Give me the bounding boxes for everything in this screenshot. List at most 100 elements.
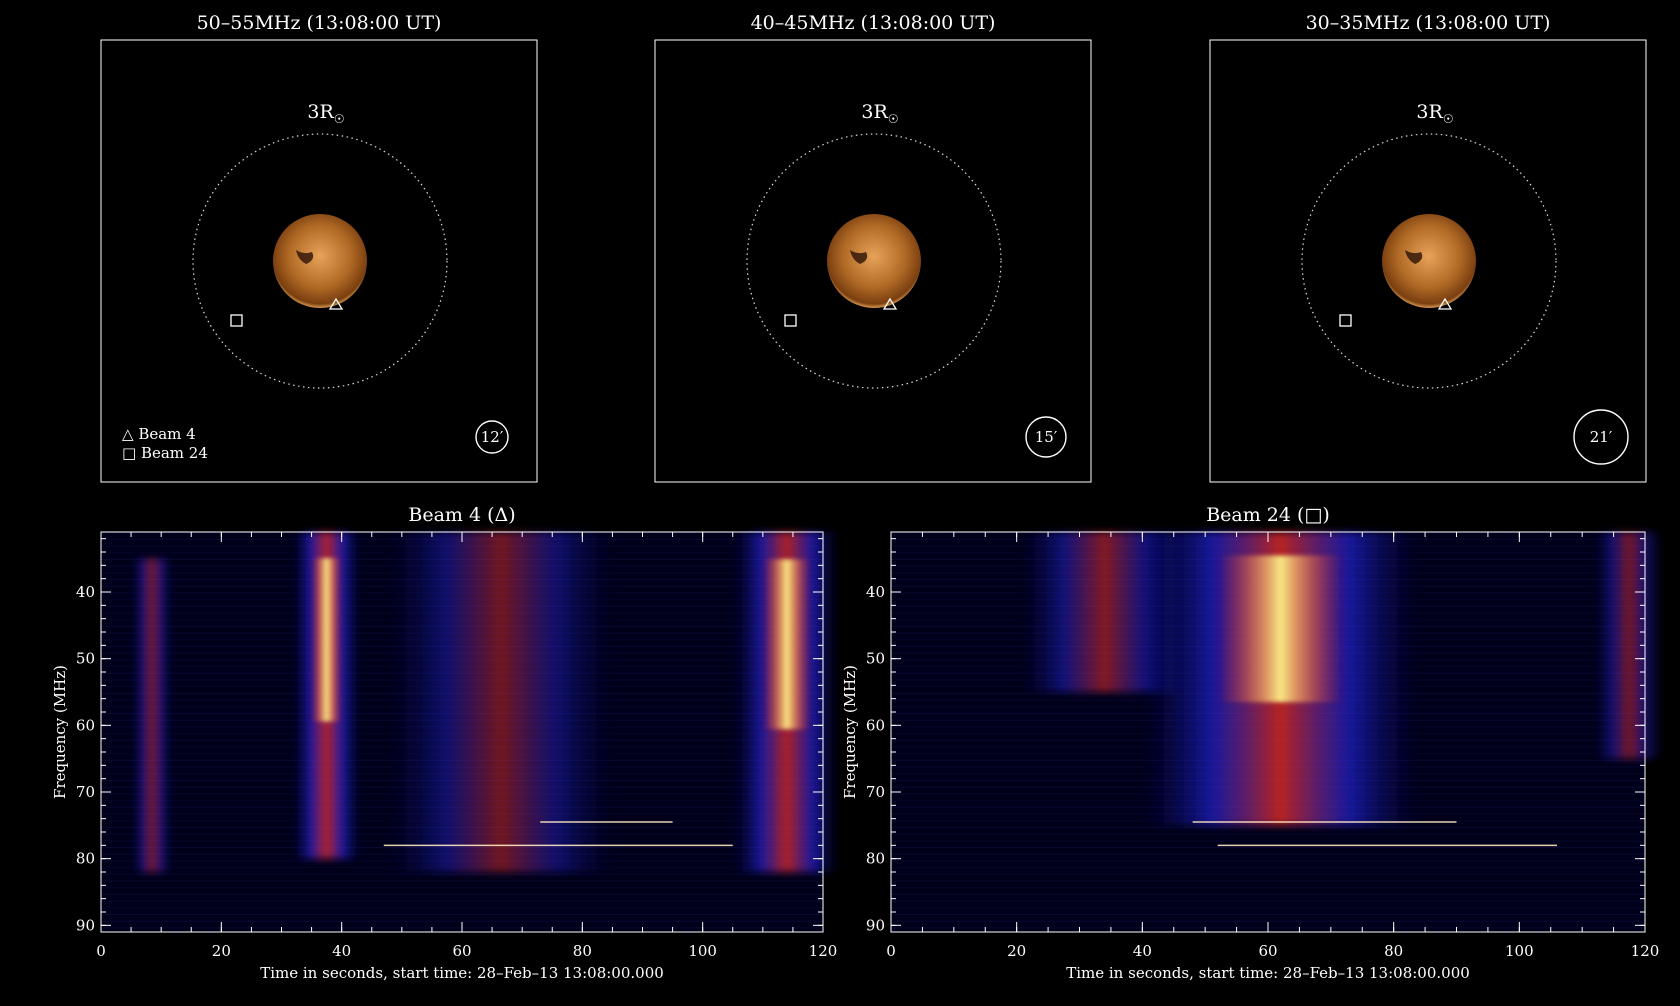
beam24-square-marker: [230, 314, 243, 327]
y-tick-label: 40: [866, 583, 885, 601]
beam24-square-marker: [1339, 314, 1352, 327]
y-axis-label: Frequency (MHz): [841, 665, 859, 799]
beam-size-label: 15′: [1035, 428, 1058, 446]
noise-streak: [891, 840, 1645, 842]
x-tick-label: 60: [452, 942, 471, 960]
chart-title: Beam 24 (□): [1206, 504, 1330, 526]
image-panel-3: 30–35MHz (13:08:00 UT) 3R☉ 21′: [1209, 12, 1647, 483]
noise-streak: [891, 833, 1645, 835]
radius-circle: [192, 133, 448, 389]
x-axis-label: Time in seconds, start time: 28–Feb–13 1…: [260, 964, 664, 982]
y-tick-label: 90: [866, 916, 885, 934]
burst-halo: [1594, 532, 1664, 759]
beam4-triangle-marker: [882, 297, 898, 310]
noise-streak: [891, 846, 1645, 849]
image-panel-2: 40–45MHz (13:08:00 UT) 3R☉ 15′: [654, 12, 1092, 483]
x-tick-label: 20: [212, 942, 231, 960]
y-tick-label: 60: [866, 716, 885, 734]
noise-streak: [891, 893, 1645, 895]
y-tick-label: 70: [76, 783, 95, 801]
legend-beam24: □ Beam 24: [122, 444, 208, 462]
radius-circle: [1301, 133, 1557, 389]
image-panel-title: 40–45MHz (13:08:00 UT): [751, 12, 996, 34]
y-tick-label: 90: [76, 916, 95, 934]
sun-disk: [827, 214, 921, 308]
radius-label: 3R☉: [861, 101, 898, 126]
radius-circle: [746, 133, 1002, 389]
x-tick-label: 40: [1133, 942, 1152, 960]
y-tick-label: 50: [76, 650, 95, 668]
spectrogram-beam4: 0 20 40 60 80 100 120 40 50 60 70 80 90 Beam 4 (Δ) Tim…: [51, 504, 840, 982]
spectrogram-beam24: 0 20 40 60 80 100 120 40 50 60 70 80 90 Beam 24 (□) Ti…: [841, 504, 1664, 982]
noise-streak: [101, 873, 823, 875]
burst-core: [1217, 555, 1344, 703]
beam4-triangle-marker: [1437, 297, 1453, 310]
x-tick-label: 60: [1258, 942, 1277, 960]
noise-streak: [891, 913, 1645, 916]
sun-dark-region: [850, 250, 868, 264]
noise-streak: [891, 880, 1645, 882]
noise-streak: [891, 907, 1645, 909]
noise-streak: [101, 887, 823, 889]
radius-label: 3R☉: [1416, 101, 1453, 126]
legend-beam4: △ Beam 4: [122, 425, 196, 443]
image-frame: [1209, 39, 1647, 483]
noise-streak: [891, 853, 1645, 855]
x-tick-label: 40: [332, 942, 351, 960]
y-tick-label: 80: [76, 850, 95, 868]
x-axis-label: Time in seconds, start time: 28–Feb–13 1…: [1066, 964, 1470, 982]
noise-streak: [101, 913, 823, 916]
noise-streak: [101, 920, 823, 922]
image-panel-title: 50–55MHz (13:08:00 UT): [197, 12, 442, 34]
y-tick-label: 70: [866, 783, 885, 801]
noise-streak: [101, 900, 823, 902]
y-tick-label: 50: [866, 650, 885, 668]
noise-streak: [891, 920, 1645, 922]
y-tick-label: 40: [76, 583, 95, 601]
x-tick-label: 120: [809, 942, 838, 960]
beam-size-circle: [1573, 409, 1629, 465]
noise-streak: [101, 893, 823, 895]
x-tick-label: 80: [1384, 942, 1403, 960]
chart-title: Beam 4 (Δ): [408, 504, 515, 526]
image-panels: 50–55MHz (13:08:00 UT) 3R☉ △ Beam 4 □ Be…: [100, 12, 1647, 483]
beam-size-circle: [1025, 416, 1067, 458]
y-tick-label: 80: [866, 850, 885, 868]
image-panel-1: 50–55MHz (13:08:00 UT) 3R☉ △ Beam 4 □ Be…: [100, 12, 538, 483]
noise-streak: [891, 900, 1645, 902]
x-tick-label: 0: [96, 942, 106, 960]
beam-size-label: 12′: [481, 428, 504, 446]
sun-dark-region: [296, 250, 314, 264]
sun-disk: [1382, 214, 1476, 308]
x-tick-label: 80: [573, 942, 592, 960]
sun-disk: [273, 214, 367, 308]
y-axis-label: Frequency (MHz): [51, 665, 69, 799]
sun-dark-region: [1405, 250, 1423, 264]
noise-streak: [891, 873, 1645, 875]
noise-streak: [891, 887, 1645, 889]
y-tick-label: 60: [76, 716, 95, 734]
beam-size-label: 21′: [1590, 428, 1613, 446]
beam4-triangle-marker: [328, 297, 344, 310]
image-frame: [100, 39, 538, 483]
x-tick-label: 100: [1505, 942, 1534, 960]
image-panel-title: 30–35MHz (13:08:00 UT): [1306, 12, 1551, 34]
noise-streak: [101, 880, 823, 882]
x-tick-label: 100: [688, 942, 717, 960]
noise-streak: [101, 907, 823, 909]
x-tick-label: 120: [1631, 942, 1660, 960]
burst-core: [762, 559, 811, 730]
noise-streak: [891, 826, 1645, 828]
noise-streak: [891, 860, 1645, 862]
burst-halo: [388, 532, 614, 872]
radius-label: 3R☉: [307, 101, 344, 126]
burst-core: [311, 558, 342, 722]
x-tick-label: 0: [886, 942, 896, 960]
x-tick-label: 20: [1007, 942, 1026, 960]
beam-size-circle: [475, 420, 509, 454]
noise-streak: [891, 867, 1645, 869]
burst-halo: [132, 558, 172, 872]
image-frame: [654, 39, 1092, 483]
beam24-square-marker: [784, 314, 797, 327]
